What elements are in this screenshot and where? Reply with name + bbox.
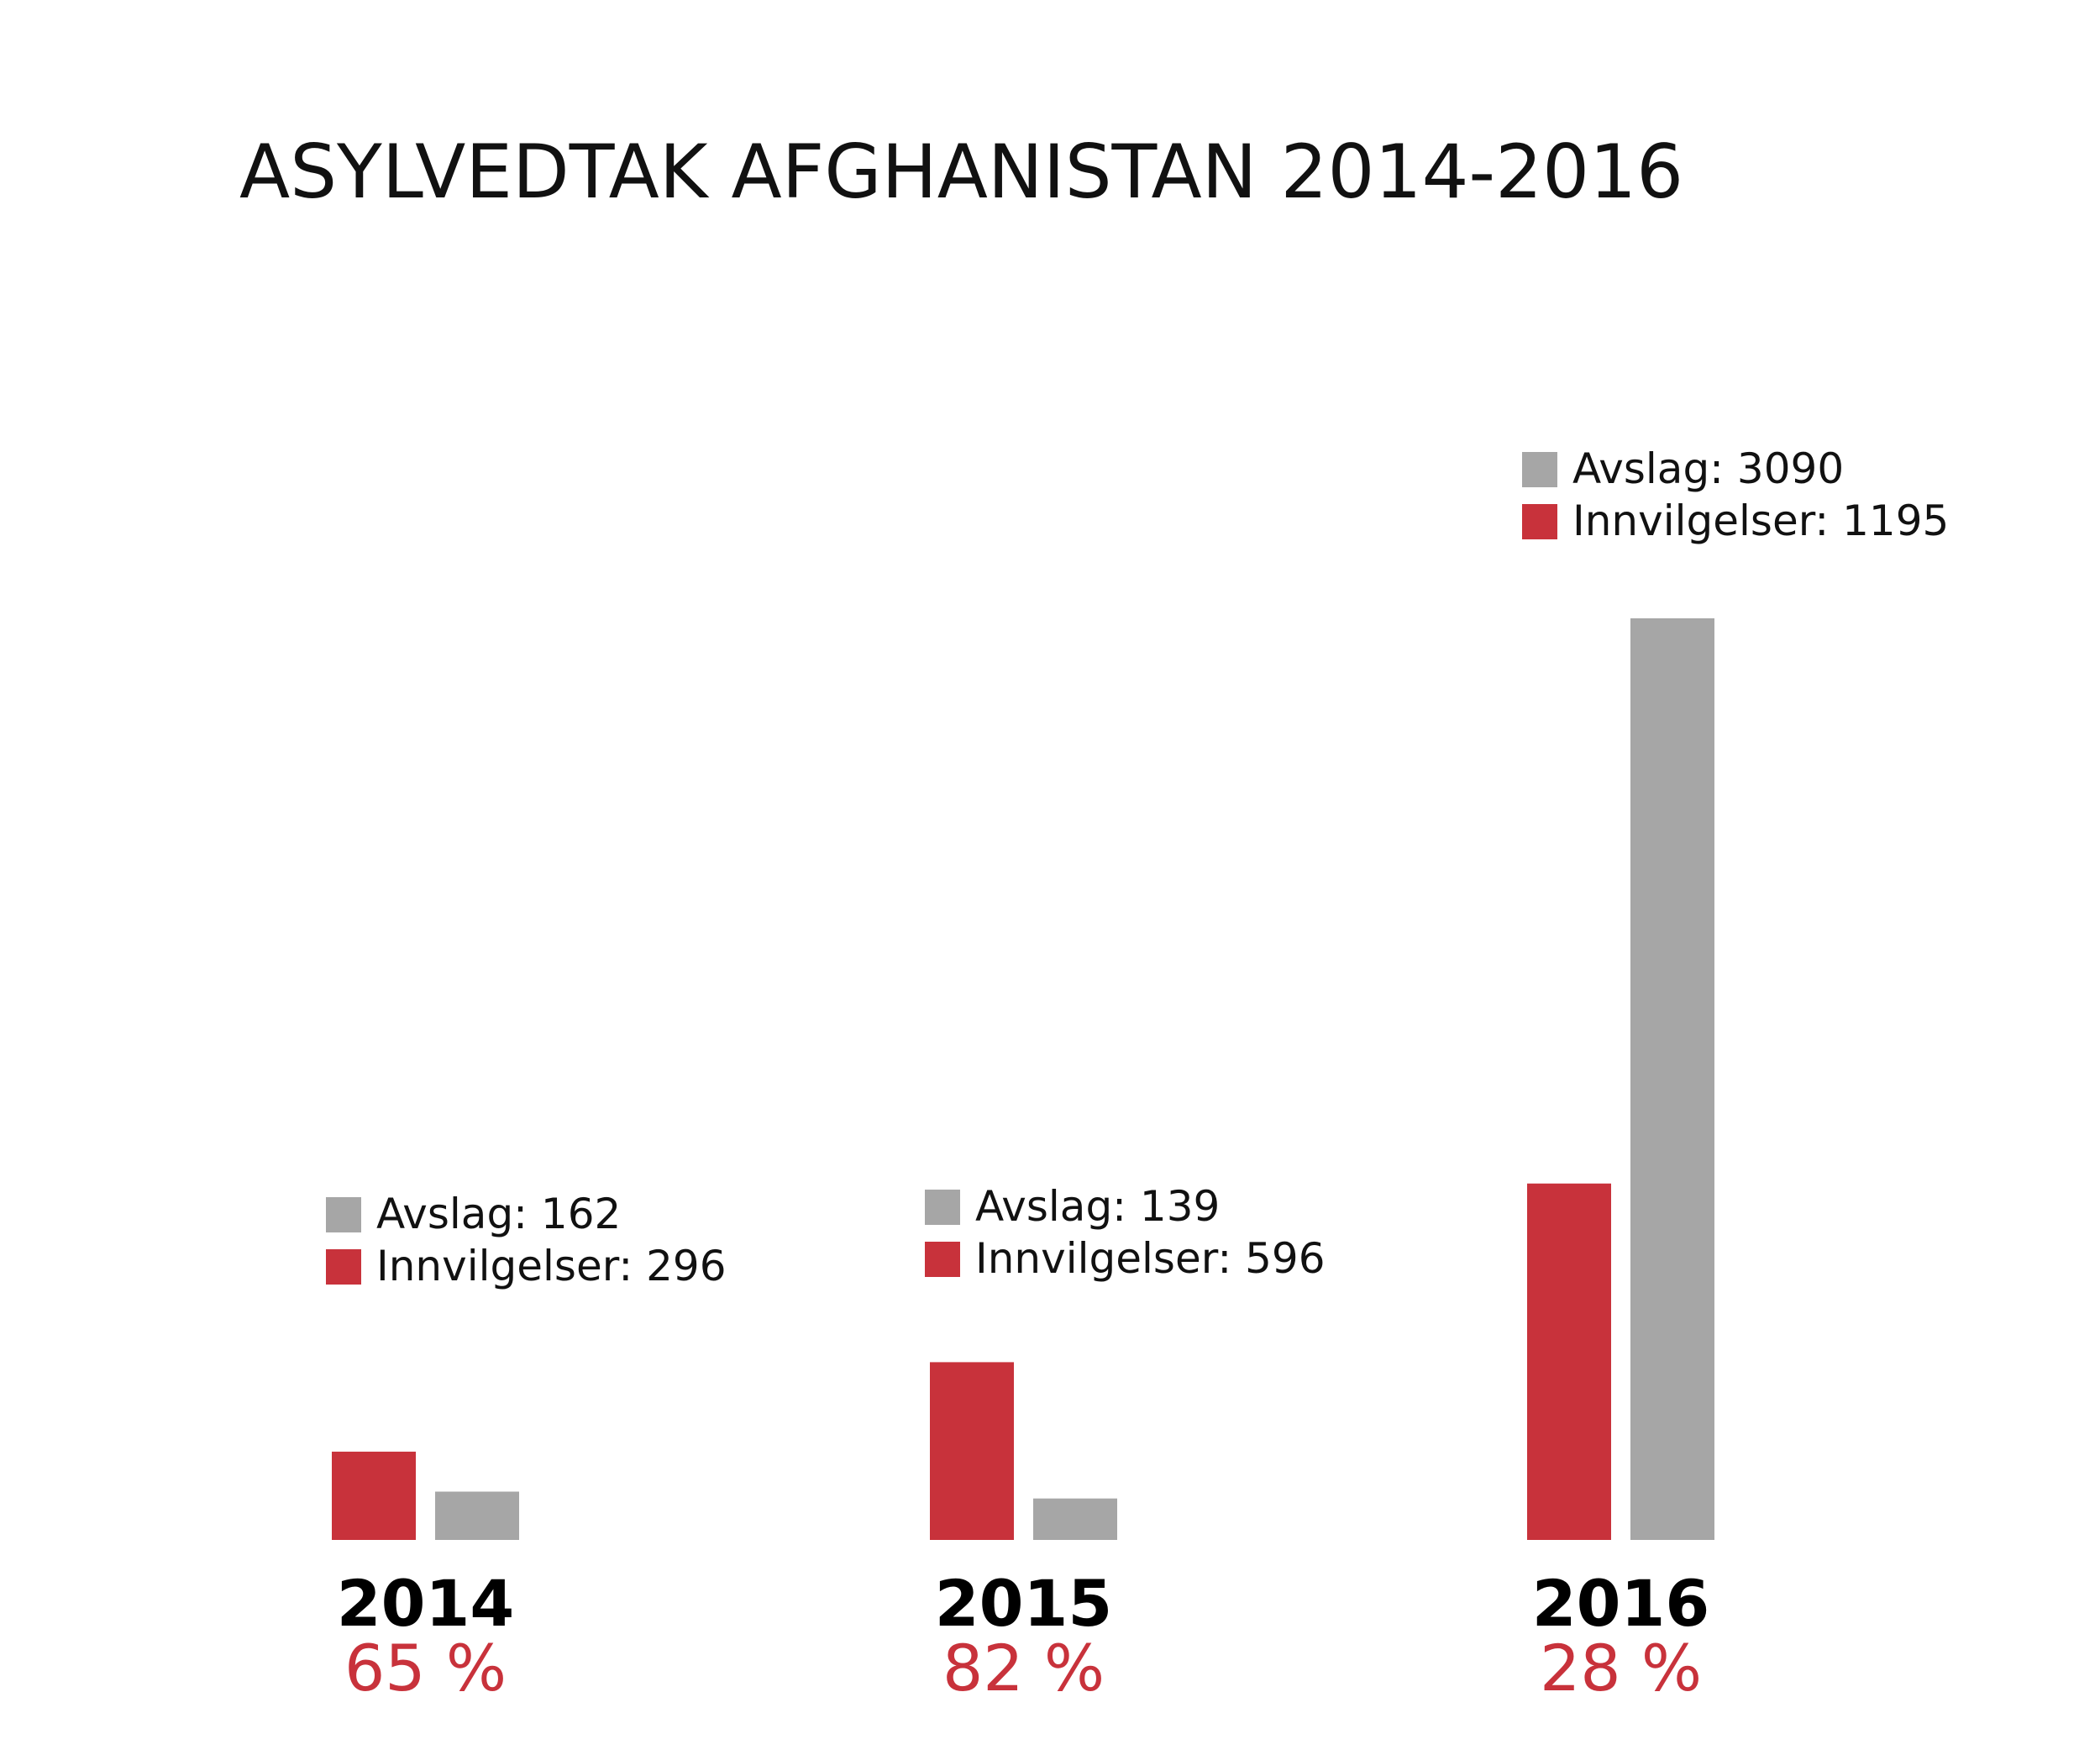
chart-title: ASYLVEDTAK AFGHANISTAN 2014-2016 xyxy=(239,129,1683,215)
legend-label-innvilgelser-2014: Innvilgelser: 296 xyxy=(376,1242,727,1290)
bar-avslag-2016 xyxy=(1630,618,1714,1540)
year-label-2016: 2016 xyxy=(1532,1566,1710,1641)
legend-label-avslag-2015: Avslag: 139 xyxy=(975,1182,1220,1231)
legend-swatch-avslag-2015 xyxy=(925,1190,960,1225)
year-label-2014: 2014 xyxy=(337,1566,515,1641)
legend-swatch-innvilgelser-2016 xyxy=(1522,504,1557,539)
percent-label-2014: 65 % xyxy=(344,1631,507,1705)
bar-avslag-2015 xyxy=(1033,1498,1117,1540)
legend-label-innvilgelser-2016: Innvilgelser: 1195 xyxy=(1572,497,1949,545)
bar-innvilgelser-2016 xyxy=(1527,1183,1611,1540)
legend-swatch-avslag-2016 xyxy=(1522,452,1557,487)
bar-group xyxy=(332,618,1714,1540)
legend-swatch-avslag-2014 xyxy=(326,1197,361,1232)
percent-label-2016: 28 % xyxy=(1540,1631,1702,1705)
bar-innvilgelser-2015 xyxy=(930,1362,1014,1540)
bar-avslag-2014 xyxy=(435,1491,519,1540)
legend-label-avslag-2016: Avslag: 3090 xyxy=(1572,444,1844,493)
year-label-2015: 2015 xyxy=(935,1566,1113,1641)
bar-innvilgelser-2014 xyxy=(332,1451,416,1540)
legend-label-innvilgelser-2015: Innvilgelser: 596 xyxy=(975,1234,1326,1283)
legend-swatch-innvilgelser-2014 xyxy=(326,1249,361,1285)
legend-label-avslag-2014: Avslag: 162 xyxy=(376,1190,621,1238)
legend-swatch-innvilgelser-2015 xyxy=(925,1242,960,1277)
percent-label-2015: 82 % xyxy=(942,1631,1105,1705)
